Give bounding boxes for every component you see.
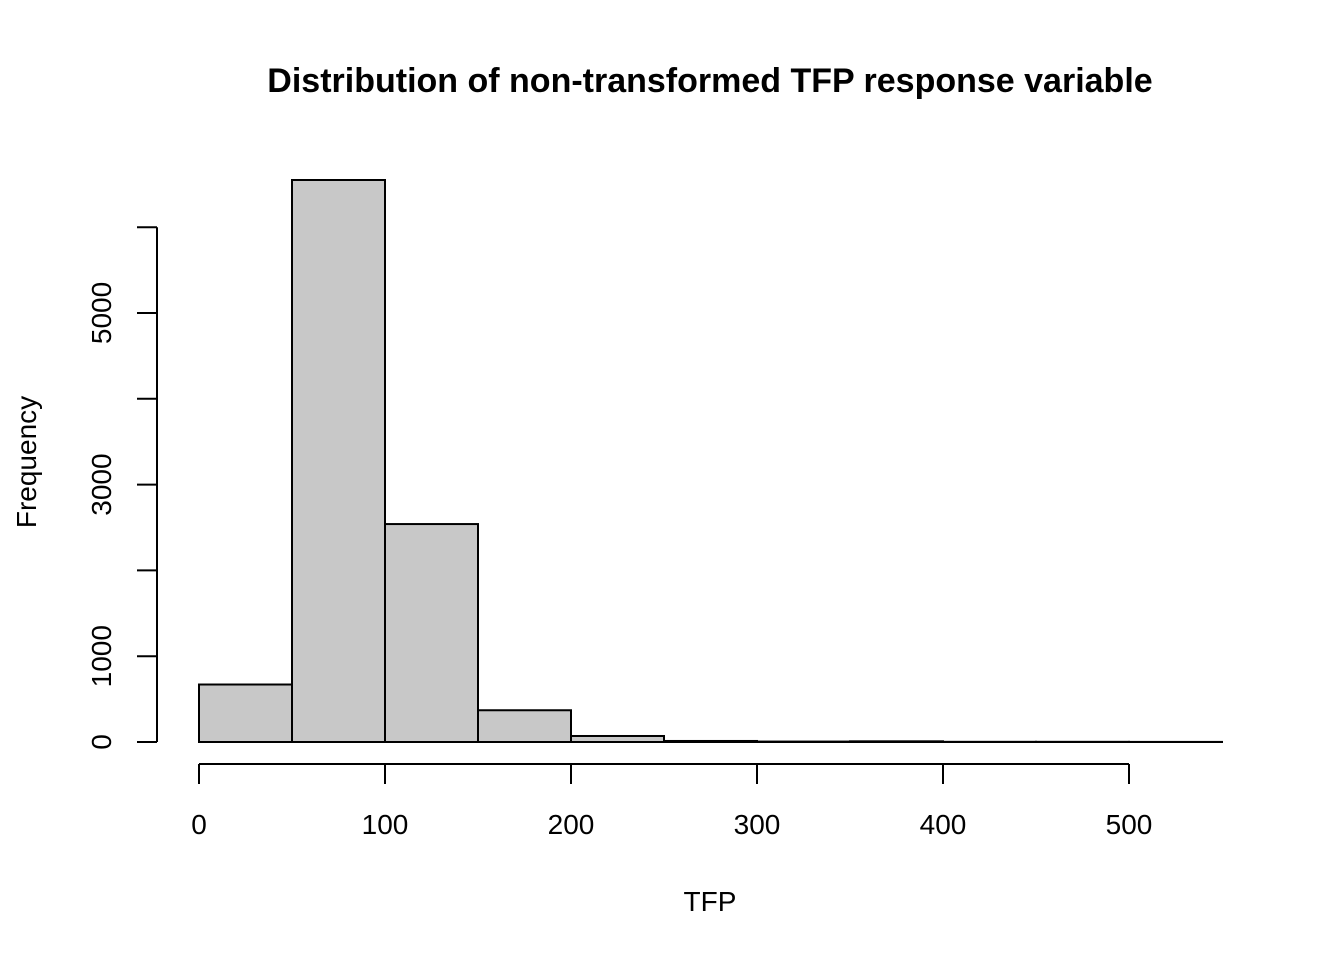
x-tick-label-300: 300 [734, 809, 781, 840]
bars-group [198, 179, 1223, 744]
y-tick-label-3000: 3000 [86, 453, 117, 515]
histogram-bar-7 [849, 740, 944, 744]
chart-title: Distribution of non-transformed TFP resp… [267, 62, 1152, 100]
histogram-bar-4 [570, 734, 665, 744]
histogram-bar-3 [477, 709, 572, 743]
histogram-bar-1 [291, 179, 386, 743]
x-tick-label-0: 0 [191, 809, 207, 840]
y-tick-label-0: 0 [86, 734, 117, 750]
y-tick-label-1000: 1000 [86, 625, 117, 687]
x-tick-label-100: 100 [362, 809, 409, 840]
x-tick-label-500: 500 [1106, 809, 1153, 840]
x-axis: 0 100 200 300 400 500 [191, 763, 1153, 840]
histogram-bar-5 [663, 739, 758, 744]
y-axis: 0 1000 3000 5000 [86, 226, 158, 750]
x-tick-label-200: 200 [548, 809, 595, 840]
histogram-bar-2 [384, 523, 479, 744]
y-tick-label-5000: 5000 [86, 282, 117, 344]
x-axis-label: TFP [684, 886, 737, 917]
x-tick-label-400: 400 [920, 809, 967, 840]
y-axis-label: Frequency [11, 396, 42, 528]
histogram-bar-0 [198, 683, 293, 744]
